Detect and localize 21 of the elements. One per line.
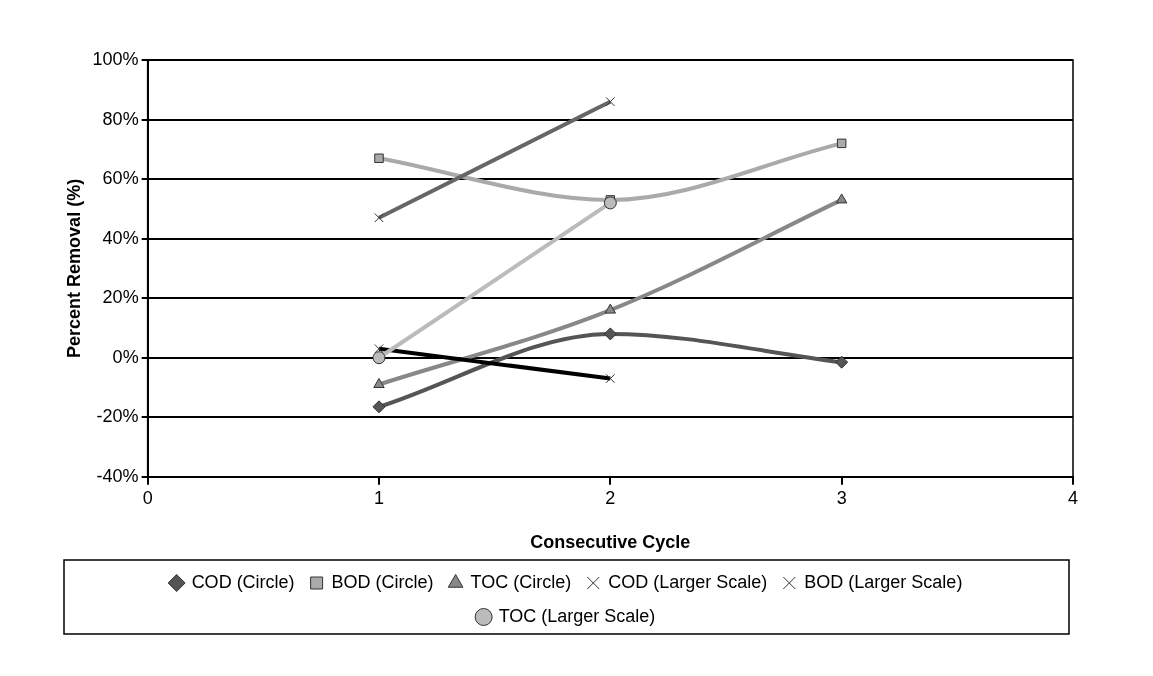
y-tick-label: 80% — [102, 108, 139, 129]
x-tick-label: 2 — [605, 487, 616, 508]
x-tick-label: 3 — [836, 487, 847, 508]
legend-label: BOD (Circle) — [331, 571, 434, 592]
legend-label: TOC (Larger Scale) — [498, 605, 656, 626]
y-axis-title: Percent Removal (%) — [63, 178, 84, 358]
legend-label: TOC (Circle) — [470, 571, 572, 592]
legend-label: COD (Larger Scale) — [608, 571, 768, 592]
y-tick-label: 40% — [102, 227, 139, 248]
y-tick-label: -40% — [96, 465, 139, 486]
legend-label: COD (Circle) — [191, 571, 295, 592]
x-axis-title: Consecutive Cycle — [530, 532, 691, 553]
x-tick-label: 1 — [373, 487, 384, 508]
y-tick-label: -20% — [96, 406, 139, 427]
y-tick-label: 60% — [102, 168, 139, 189]
y-tick-label: 100% — [92, 48, 139, 69]
x-tick-label: 0 — [142, 487, 153, 508]
y-tick-label: 0% — [112, 346, 139, 367]
y-tick-label: 20% — [102, 287, 139, 308]
legend-label: BOD (Larger Scale) — [804, 571, 963, 592]
x-tick-label: 4 — [1067, 487, 1079, 508]
